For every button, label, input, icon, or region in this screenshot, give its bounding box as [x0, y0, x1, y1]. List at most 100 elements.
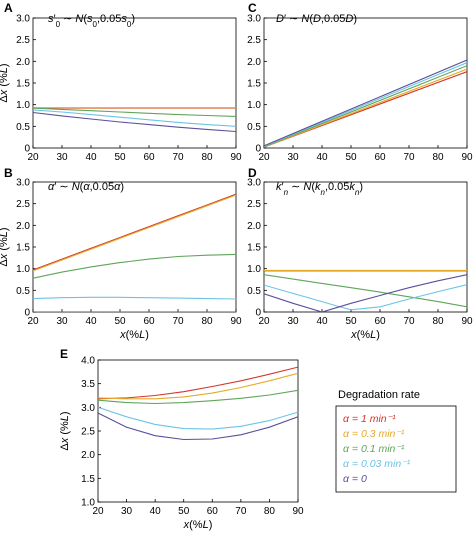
y-tick-label: 4.0 — [81, 356, 95, 367]
panel-letter: D — [248, 166, 257, 180]
plot-frame — [32, 17, 237, 149]
series-line-3 — [264, 274, 467, 308]
series-line-3 — [33, 253, 236, 279]
y-axis-label: Δx (%L) — [59, 411, 71, 450]
x-tick-label: 50 — [345, 152, 357, 163]
x-tick-label: 40 — [316, 152, 328, 163]
x-tick-label: 80 — [432, 152, 444, 163]
panel-title: D′ ∼ N(D,0.05D) — [276, 13, 357, 25]
x-tick-label: 40 — [316, 316, 328, 327]
legend-entry: α = 0.3 min⁻¹ — [343, 428, 405, 440]
x-tick-label: 50 — [114, 152, 126, 163]
y-tick-label: 1.0 — [16, 264, 30, 275]
series-line-4 — [33, 109, 236, 127]
y-tick-label: 0 — [24, 308, 30, 319]
series-line-5 — [264, 274, 467, 312]
y-tick-label: 1.0 — [16, 100, 30, 111]
y-tick-label: 0 — [255, 308, 261, 319]
x-tick-label: 80 — [201, 152, 213, 163]
y-tick-label: 1.0 — [247, 264, 261, 275]
y-axis-label: Δx (%L) — [0, 63, 10, 102]
panel-letter: E — [60, 347, 68, 361]
y-tick-label: 2.0 — [16, 57, 30, 68]
legend-entry: α = 0 — [343, 473, 367, 485]
x-tick-label: 80 — [432, 316, 444, 327]
x-tick-label: 20 — [258, 316, 270, 327]
series-line-3 — [98, 389, 298, 405]
panel-b: 20 30 40 50 60 70 80 90 0 0.5 1.0 1.5 2.0 2.5 3.0Bα′ ∼… — [0, 166, 242, 341]
y-tick-label: 1.5 — [81, 474, 95, 485]
x-tick-label: 20 — [27, 152, 39, 163]
y-tick-label: 2.0 — [81, 450, 95, 461]
y-tick-label: 1.5 — [247, 79, 261, 90]
series-line-4 — [264, 284, 467, 311]
y-axis-label: Δx (%L) — [0, 227, 10, 266]
x-tick-label: 90 — [292, 506, 304, 517]
y-tick-label: 2.5 — [16, 199, 30, 210]
x-tick-label: 70 — [235, 506, 247, 517]
x-tick-label: 80 — [264, 506, 276, 517]
panel-d: 20 30 40 50 60 70 80 90 0 0.5 1.0 1.5 2.0 2.5 3.0Dk′n … — [247, 166, 473, 341]
y-tick-label: 0.5 — [16, 286, 30, 297]
y-tick-label: 3.0 — [16, 178, 30, 189]
x-tick-label: 30 — [56, 316, 68, 327]
x-tick-label: 30 — [287, 316, 299, 327]
x-tick-label: 30 — [56, 152, 68, 163]
series-line-5 — [33, 111, 236, 133]
panel-letter: C — [248, 1, 257, 15]
x-tick-label: 60 — [374, 316, 386, 327]
legend-entry: α = 1 min⁻¹ — [343, 413, 396, 425]
series-line-4 — [33, 296, 236, 300]
x-tick-label: 20 — [92, 506, 104, 517]
y-tick-label: 3.0 — [247, 14, 261, 25]
x-tick-label: 60 — [207, 506, 219, 517]
panel-title: k′n ∼ N(kn,0.05kn) — [276, 181, 363, 197]
x-tick-label: 20 — [27, 316, 39, 327]
x-axis-label: x(%L) — [119, 329, 149, 341]
series-line-3 — [264, 65, 467, 148]
x-tick-label: 50 — [178, 506, 190, 517]
x-tick-label: 90 — [461, 152, 473, 163]
series-line-1 — [98, 366, 298, 400]
x-tick-label: 70 — [403, 152, 415, 163]
x-tick-label: 40 — [85, 316, 97, 327]
x-tick-label: 70 — [403, 316, 415, 327]
y-tick-label: 2.5 — [81, 427, 95, 438]
x-tick-label: 30 — [121, 506, 133, 517]
x-tick-label: 40 — [150, 506, 162, 517]
panel-e: 20 30 40 50 60 70 80 90 1.0 1.5 2.0 2.5 3.0 3.5 4.0 E Δx… — [59, 347, 304, 531]
y-tick-label: 2.0 — [247, 221, 261, 232]
y-tick-label: 2.5 — [247, 35, 261, 46]
panel-title: α′ ∼ N(α,0.05α) — [48, 181, 124, 193]
x-tick-label: 90 — [230, 152, 242, 163]
series-line-1 — [33, 193, 236, 271]
y-tick-label: 1.5 — [16, 243, 30, 254]
x-tick-label: 50 — [345, 316, 357, 327]
panel-letter: B — [4, 166, 13, 180]
y-tick-label: 2.5 — [16, 35, 30, 46]
series-line-5 — [98, 412, 298, 441]
x-tick-label: 40 — [85, 152, 97, 163]
y-tick-label: 0 — [24, 144, 30, 155]
series-line-2 — [98, 372, 298, 400]
legend-box — [335, 405, 457, 493]
x-tick-label: 20 — [258, 152, 270, 163]
panel-title: s′0 ∼ N(s0,0.05s0) — [48, 13, 135, 29]
plot-frame — [32, 181, 237, 313]
x-tick-label: 90 — [230, 316, 242, 327]
legend-entry: α = 0.1 min⁻¹ — [343, 443, 405, 455]
y-tick-label: 3.0 — [247, 178, 261, 189]
x-tick-label: 30 — [287, 152, 299, 163]
x-tick-label: 50 — [114, 316, 126, 327]
x-tick-label: 60 — [374, 152, 386, 163]
x-tick-label: 70 — [172, 152, 184, 163]
panel-c: 20 30 40 50 60 70 80 90 0 0.5 1.0 1.5 2.0 2.5 3.0C D′ ∼… — [247, 1, 473, 163]
x-tick-label: 80 — [201, 316, 213, 327]
y-tick-label: 1.0 — [247, 100, 261, 111]
panel-a: 20 30 40 50 60 70 80 90 0 0.5 1.0 1.5 2.0 2.5 3.0As′0 … — [0, 1, 242, 163]
y-tick-label: 2.0 — [16, 221, 30, 232]
y-tick-label: 0.5 — [16, 122, 30, 133]
panel-letter: A — [4, 1, 13, 15]
y-tick-label: 0.5 — [247, 286, 261, 297]
